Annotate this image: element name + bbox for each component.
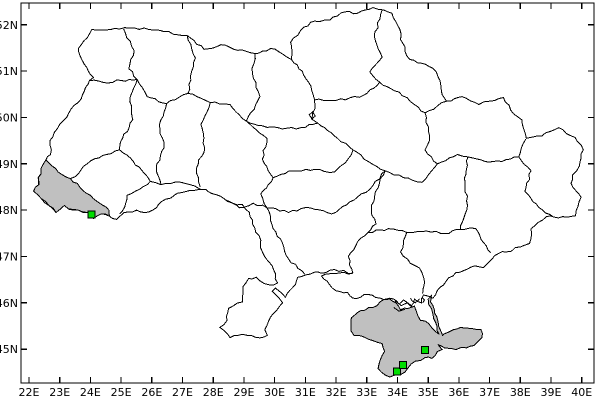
oblast-border: [119, 149, 151, 182]
station-marker: [399, 360, 407, 369]
region-crimea: [350, 294, 484, 378]
oblast-border: [460, 227, 492, 254]
oblast-border: [123, 28, 138, 80]
region-zakarpattia: [32, 159, 110, 220]
oblast-border: [368, 228, 461, 234]
oblast-border: [347, 232, 369, 274]
oblast-border: [459, 156, 469, 230]
oblast-border: [314, 81, 381, 102]
x-tick-label: 29E: [233, 386, 254, 399]
y-tick-label: 45N: [0, 343, 18, 356]
oblast-border: [369, 9, 383, 83]
oblast-border: [136, 79, 189, 105]
station-marker: [421, 346, 430, 355]
oblast-border: [155, 103, 168, 185]
oblast-border: [385, 163, 438, 183]
oblast-border: [195, 102, 211, 188]
oblast-border: [225, 199, 268, 209]
oblast-border: [379, 81, 426, 114]
x-tick-label: 34E: [387, 386, 408, 399]
x-tick-label: 36E: [448, 386, 469, 399]
x-tick-label: 26E: [141, 386, 162, 399]
x-tick-label: 22E: [19, 386, 40, 399]
oblast-border: [246, 120, 274, 209]
oblast-border: [424, 112, 438, 165]
station-marker: [393, 367, 402, 376]
oblast-border: [518, 156, 554, 218]
x-tick-label: 33E: [356, 386, 377, 399]
y-tick-label: 49N: [0, 158, 18, 171]
x-tick-label: 37E: [479, 386, 500, 399]
x-tick-label: 27E: [172, 386, 193, 399]
x-tick-label: 23E: [49, 386, 70, 399]
x-tick-label: 38E: [510, 386, 531, 399]
y-tick-label: 51N: [0, 65, 18, 78]
x-tick-label: 31E: [295, 386, 316, 399]
x-tick-label: 28E: [203, 386, 224, 399]
oblast-border: [267, 170, 386, 215]
oblast-border: [317, 122, 386, 172]
y-tick-label: 47N: [0, 250, 18, 263]
oblast-border: [437, 153, 519, 165]
coast-detail: [409, 297, 420, 304]
oblast-border: [424, 100, 447, 114]
oblast-border: [70, 79, 138, 180]
x-tick-label: 32E: [326, 386, 347, 399]
x-tick-label: 25E: [111, 386, 132, 399]
oblast-border: [187, 92, 247, 122]
oblast-border: [186, 35, 196, 94]
oblast-border: [119, 180, 201, 215]
y-tick-label: 52N: [0, 19, 18, 32]
y-tick-label: 48N: [0, 204, 18, 217]
oblast-border: [245, 53, 261, 122]
oblast-border: [291, 59, 316, 101]
coast-detail: [394, 300, 414, 308]
axes-frame: [20, 2, 595, 384]
oblast-border: [367, 170, 386, 233]
x-tick-label: 40E: [571, 386, 592, 399]
y-tick-label: 46N: [0, 297, 18, 310]
oblast-border: [518, 138, 527, 158]
oblast-border: [272, 149, 354, 179]
x-tick-label: 24E: [80, 386, 101, 399]
country-border-ukraine: [32, 7, 584, 339]
x-tick-label: 30E: [264, 386, 285, 399]
station-marker: [87, 210, 96, 219]
oblast-border: [246, 99, 319, 130]
oblast-border: [266, 207, 306, 275]
x-tick-label: 39E: [541, 386, 562, 399]
x-tick-label: 35E: [418, 386, 439, 399]
coast-detail: [393, 307, 406, 312]
oblast-border: [89, 78, 138, 84]
y-tick-label: 50N: [0, 111, 18, 124]
oblast-border: [399, 232, 426, 294]
coast-detail: [421, 296, 426, 304]
